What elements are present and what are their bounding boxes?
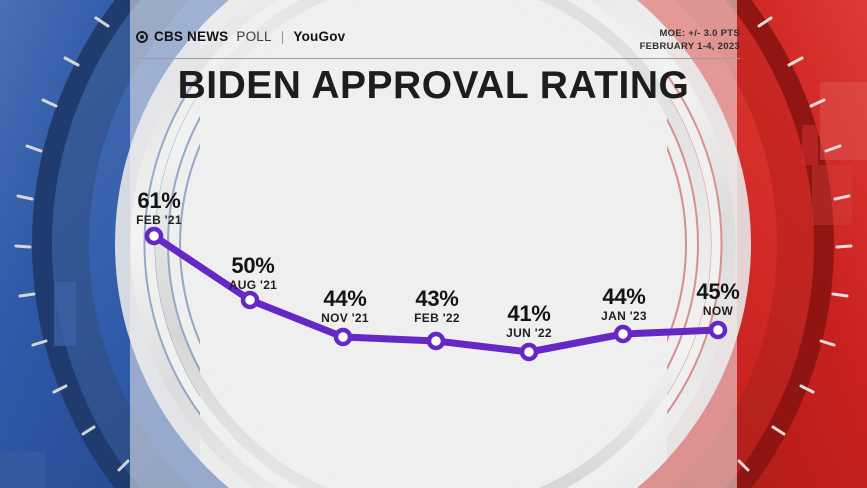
- data-point-marker-feb-22[interactable]: [426, 331, 446, 351]
- data-point-period: AUG '21: [228, 278, 278, 292]
- brand-cbsnews-label: CBS NEWS: [154, 29, 229, 44]
- data-point-period: FEB '22: [414, 311, 460, 325]
- data-point-label-feb-21: 61% FEB '21: [136, 188, 182, 228]
- brand-poll-label: POLL: [236, 29, 272, 44]
- page-title: BIDEN APPROVAL RATING: [177, 64, 690, 107]
- left-tick-marks: [14, 16, 130, 472]
- data-point-value: 50%: [231, 253, 275, 278]
- field-dates-label: FEBRUARY 1-4, 2023: [639, 40, 740, 52]
- data-point-value: 45%: [696, 279, 740, 304]
- poll-meta: MOE: +/- 3.0 PTS FEBRUARY 1-4, 2023: [640, 28, 740, 53]
- data-point-period: FEB '21: [136, 213, 182, 227]
- data-point-marker-jun-22[interactable]: [519, 342, 539, 362]
- data-point-marker-nov-21[interactable]: [333, 327, 353, 347]
- data-point-value: 44%: [602, 284, 646, 309]
- header-divider: [136, 58, 740, 59]
- brand-lockup: CBS NEWS POLL | YouGov: [136, 29, 345, 44]
- data-point-period: JUN '22: [506, 326, 552, 340]
- data-point-label-aug-21: 50% AUG '21: [228, 253, 278, 293]
- cbs-eye-icon: [136, 30, 148, 43]
- data-point-label-now: 45% NOW: [696, 279, 740, 319]
- data-point-period: NOV '21: [321, 311, 369, 325]
- data-point-period: NOW: [702, 304, 734, 318]
- data-point-marker-now[interactable]: [708, 320, 728, 340]
- data-point-value: 43%: [415, 286, 459, 311]
- data-point-value: 61%: [137, 188, 181, 213]
- brand-yougov-label: YouGov: [293, 29, 346, 44]
- data-point-label-feb-22: 43% FEB '22: [414, 286, 460, 326]
- data-point-marker-aug-21[interactable]: [240, 290, 260, 310]
- data-point-marker-jan-23[interactable]: [613, 324, 633, 344]
- data-point-value: 41%: [507, 301, 551, 326]
- data-point-label-jan-23: 44% JAN '23: [601, 284, 647, 324]
- header: CBS NEWS POLL | YouGov MOE: +/- 3.0 PTS …: [136, 28, 740, 60]
- data-point-label-nov-21: 44% NOV '21: [321, 286, 369, 326]
- right-tick-marks: [737, 16, 853, 472]
- brand-separator: |: [280, 29, 285, 44]
- data-point-value: 44%: [323, 286, 367, 311]
- margin-of-error-label: MOE: +/- 3.0 PTS: [659, 28, 740, 39]
- data-point-period: JAN '23: [601, 309, 647, 323]
- data-point-label-jun-22: 41% JUN '22: [506, 301, 552, 341]
- data-point-marker-feb-21[interactable]: [144, 226, 164, 246]
